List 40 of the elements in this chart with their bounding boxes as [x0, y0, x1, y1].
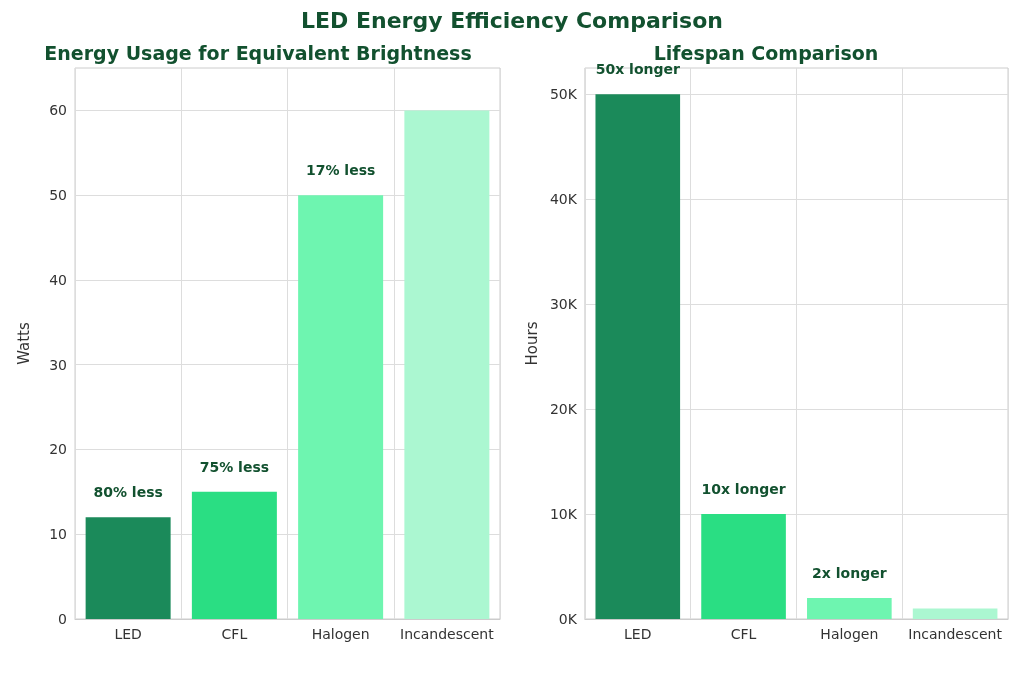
y-tick-label: 20: [49, 441, 67, 458]
y-tick-label: 0: [58, 611, 67, 627]
bar: [298, 195, 384, 619]
x-tick-label: Incandescent: [908, 626, 1003, 642]
y-tick-label: 10K: [549, 506, 578, 523]
annotation: 75% less: [199, 458, 270, 475]
bar: [595, 94, 681, 619]
annotation: 50x longer: [595, 61, 680, 78]
text: LED Energy Efficiency Comparison: [300, 8, 724, 35]
x-tick-label: Halogen: [820, 626, 879, 642]
annotation: 17% less: [305, 162, 376, 179]
x-tick-label: CFL: [221, 626, 248, 642]
bar: [912, 608, 998, 619]
y-tick-label: 30: [49, 356, 67, 373]
bar: [85, 517, 171, 619]
bar: [807, 598, 892, 619]
x-tick-label: Halogen: [311, 626, 370, 642]
bar: [191, 491, 277, 619]
x-tick-label: Incandescent: [400, 626, 495, 642]
y-tick-label: 50K: [549, 86, 578, 103]
bar: [701, 514, 786, 619]
chart-title: Energy Usage for Equivalent Brightness: [44, 41, 472, 64]
y-tick-label: 50: [49, 187, 67, 204]
bar: [404, 110, 490, 619]
x-tick-label: CFL: [730, 626, 757, 642]
y-tick-label: 40: [49, 271, 67, 288]
y-tick-label: 30K: [549, 296, 578, 313]
annotation: 10x longer: [701, 481, 786, 498]
y-tick-label: 40K: [549, 191, 578, 208]
y-tick-label: 20K: [549, 401, 578, 418]
x-tick-label: LED: [114, 626, 142, 642]
y-tick-label: 0K: [558, 611, 578, 627]
annotation: 80% less: [93, 484, 163, 501]
y-tick-label: 10: [49, 526, 67, 543]
y-tick-label: 60: [49, 102, 67, 119]
chart-title: Lifespan Comparison: [653, 41, 879, 64]
annotation: 2x longer: [812, 565, 887, 582]
y-axis-title: Watts: [14, 322, 33, 365]
x-tick-label: LED: [624, 626, 652, 642]
y-axis-title: Hours: [522, 321, 541, 366]
